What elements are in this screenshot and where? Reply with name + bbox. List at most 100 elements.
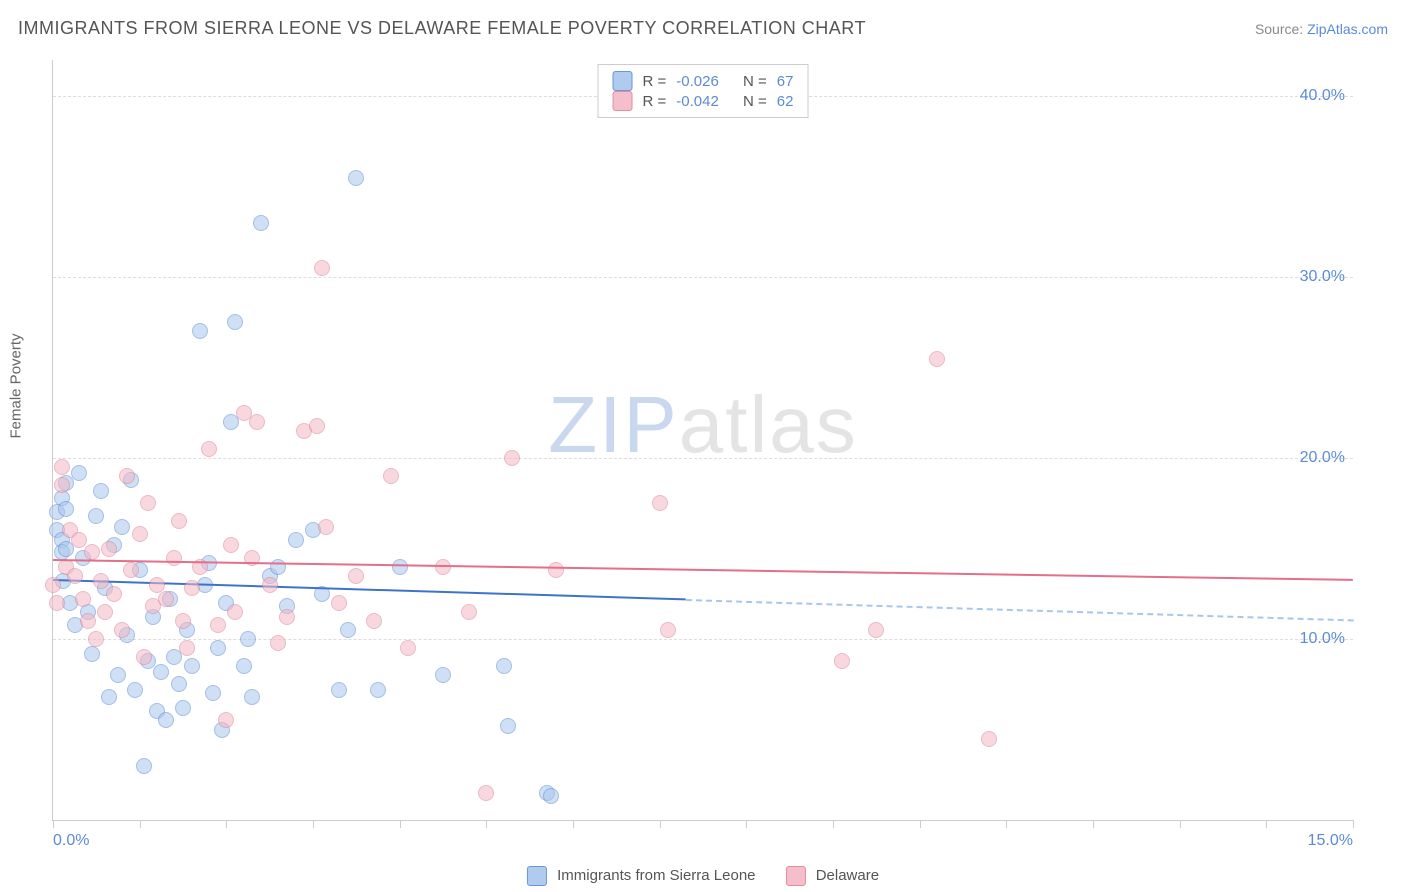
data-point-sierra	[253, 215, 269, 231]
data-point-delaware	[331, 595, 347, 611]
y-axis-label: Female Poverty	[8, 333, 25, 438]
data-point-delaware	[478, 785, 494, 801]
legend-swatch-delaware-icon	[786, 866, 806, 886]
data-point-delaware	[868, 622, 884, 638]
data-point-delaware	[114, 622, 130, 638]
data-point-delaware	[45, 577, 61, 593]
n-value-sierra: 67	[777, 73, 794, 90]
x-tick	[1180, 820, 1181, 828]
trend-line-sierra	[686, 599, 1353, 621]
data-point-delaware	[158, 591, 174, 607]
data-point-delaware	[123, 562, 139, 578]
data-point-sierra	[71, 465, 87, 481]
legend-row-delaware: R = -0.042 N = 62	[613, 91, 794, 111]
data-point-delaware	[136, 649, 152, 665]
data-point-delaware	[400, 640, 416, 656]
data-point-delaware	[652, 495, 668, 511]
data-point-delaware	[149, 577, 165, 593]
data-point-delaware	[249, 414, 265, 430]
legend-row-sierra: R = -0.026 N = 67	[613, 71, 794, 91]
chart-source: Source: ZipAtlas.com	[1255, 21, 1388, 37]
r-value-sierra: -0.026	[676, 73, 719, 90]
data-point-delaware	[981, 731, 997, 747]
watermark: ZIPatlas	[548, 379, 857, 471]
data-point-delaware	[97, 604, 113, 620]
data-point-sierra	[240, 631, 256, 647]
data-point-sierra	[192, 323, 208, 339]
y-tick-label: 20.0%	[1300, 449, 1345, 467]
x-tick-label: 0.0%	[53, 832, 89, 850]
data-point-delaware	[270, 635, 286, 651]
data-point-delaware	[834, 653, 850, 669]
data-point-sierra	[88, 508, 104, 524]
data-point-sierra	[153, 664, 169, 680]
x-tick	[140, 820, 141, 828]
data-point-sierra	[58, 501, 74, 517]
data-point-sierra	[331, 682, 347, 698]
data-point-delaware	[383, 468, 399, 484]
data-point-sierra	[348, 170, 364, 186]
data-point-delaware	[84, 544, 100, 560]
n-value-delaware: 62	[777, 93, 794, 110]
data-point-sierra	[184, 658, 200, 674]
x-tick	[486, 820, 487, 828]
x-tick	[1006, 820, 1007, 828]
y-tick-label: 30.0%	[1300, 268, 1345, 286]
data-point-delaware	[49, 595, 65, 611]
data-point-sierra	[136, 758, 152, 774]
data-point-delaware	[218, 712, 234, 728]
data-point-delaware	[314, 260, 330, 276]
watermark-zip: ZIP	[548, 380, 678, 469]
data-point-delaware	[101, 541, 117, 557]
data-point-delaware	[262, 577, 278, 593]
x-tick	[226, 820, 227, 828]
x-tick	[746, 820, 747, 828]
data-point-delaware	[227, 604, 243, 620]
x-tick	[920, 820, 921, 828]
y-tick-label: 40.0%	[1300, 87, 1345, 105]
source-link[interactable]: ZipAtlas.com	[1307, 21, 1388, 37]
data-point-sierra	[340, 622, 356, 638]
series-legend: Immigrants from Sierra Leone Delaware	[527, 866, 879, 886]
data-point-delaware	[75, 591, 91, 607]
data-point-delaware	[201, 441, 217, 457]
data-point-delaware	[166, 550, 182, 566]
data-point-delaware	[140, 495, 156, 511]
data-point-delaware	[210, 617, 226, 633]
data-point-sierra	[227, 314, 243, 330]
gridline	[53, 458, 1353, 459]
data-point-sierra	[127, 682, 143, 698]
data-point-delaware	[309, 418, 325, 434]
watermark-atlas: atlas	[679, 380, 858, 469]
data-point-delaware	[504, 450, 520, 466]
gridline	[53, 277, 1353, 278]
legend-label-delaware: Delaware	[816, 867, 879, 884]
source-prefix: Source:	[1255, 21, 1307, 37]
data-point-delaware	[366, 613, 382, 629]
data-point-sierra	[270, 559, 286, 575]
x-tick	[1093, 820, 1094, 828]
data-point-delaware	[106, 586, 122, 602]
data-point-delaware	[67, 568, 83, 584]
data-point-delaware	[54, 477, 70, 493]
legend-swatch-sierra	[613, 71, 633, 91]
data-point-sierra	[205, 685, 221, 701]
data-point-delaware	[175, 613, 191, 629]
data-point-delaware	[179, 640, 195, 656]
data-point-delaware	[184, 580, 200, 596]
data-point-delaware	[660, 622, 676, 638]
data-point-sierra	[210, 640, 226, 656]
x-tick	[1266, 820, 1267, 828]
data-point-sierra	[114, 519, 130, 535]
data-point-sierra	[496, 658, 512, 674]
data-point-sierra	[244, 689, 260, 705]
data-point-delaware	[348, 568, 364, 584]
x-tick	[660, 820, 661, 828]
x-tick-label: 15.0%	[1308, 832, 1353, 850]
data-point-delaware	[548, 562, 564, 578]
data-point-delaware	[119, 468, 135, 484]
x-tick	[833, 820, 834, 828]
data-point-sierra	[370, 682, 386, 698]
data-point-delaware	[54, 459, 70, 475]
data-point-delaware	[132, 526, 148, 542]
